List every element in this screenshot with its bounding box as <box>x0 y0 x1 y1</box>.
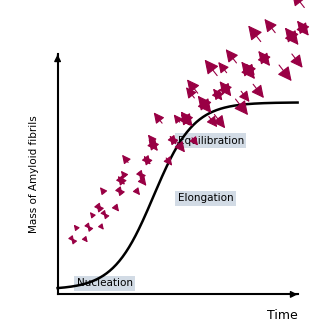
Text: Elongation: Elongation <box>178 193 233 203</box>
Text: Mass of Amyloid fibrils: Mass of Amyloid fibrils <box>28 116 39 233</box>
Text: Time: Time <box>267 309 298 320</box>
Text: Nucleation: Nucleation <box>77 278 133 288</box>
Text: Equilibration: Equilibration <box>178 136 244 146</box>
